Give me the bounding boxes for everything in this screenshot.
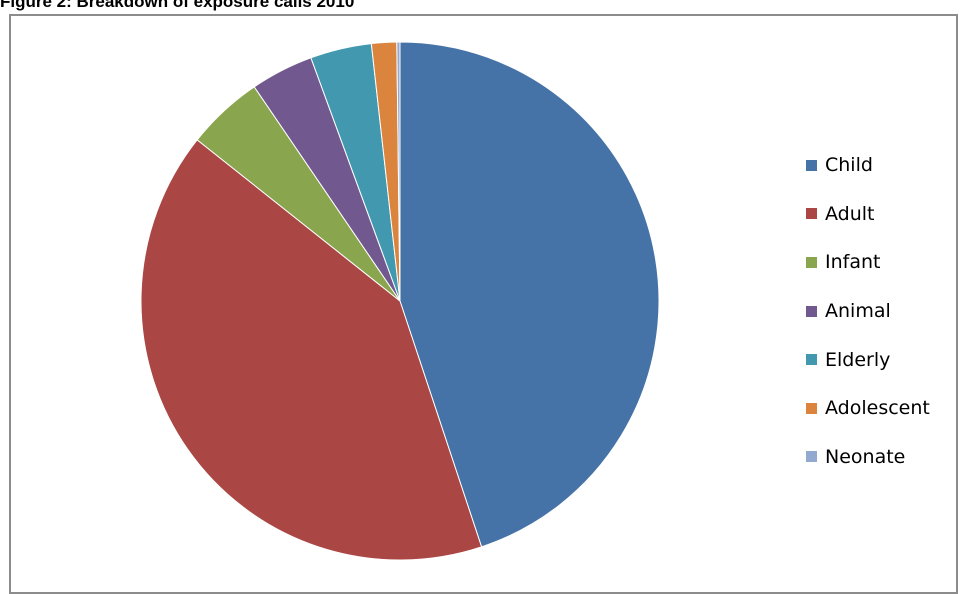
chart-title: Figure 2: Breakdown of exposure calls 20… bbox=[0, 0, 355, 11]
legend-item-child: Child bbox=[806, 141, 930, 190]
legend-item-adolescent: Adolescent bbox=[806, 384, 930, 433]
legend-label-neonate: Neonate bbox=[825, 445, 906, 468]
legend-item-infant: Infant bbox=[806, 238, 930, 287]
pie-chart bbox=[140, 41, 660, 561]
legend-swatch-adolescent bbox=[806, 402, 817, 414]
legend-label-adolescent: Adolescent bbox=[825, 397, 930, 420]
legend-label-child: Child bbox=[825, 154, 873, 177]
chart-legend: Child Adult Infant Animal Elderly Adolescent N… bbox=[806, 141, 930, 481]
legend-swatch-elderly bbox=[806, 354, 817, 366]
legend-swatch-infant bbox=[806, 256, 817, 268]
pie-slice-neonate bbox=[396, 41, 401, 302]
legend-item-adult: Adult bbox=[806, 190, 930, 239]
legend-swatch-child bbox=[806, 159, 817, 171]
legend-item-animal: Animal bbox=[806, 287, 930, 336]
legend-swatch-animal bbox=[806, 305, 817, 317]
legend-label-adult: Adult bbox=[825, 202, 875, 225]
legend-label-elderly: Elderly bbox=[825, 348, 891, 371]
legend-label-infant: Infant bbox=[825, 251, 881, 274]
legend-swatch-adult bbox=[806, 208, 817, 220]
legend-item-neonate: Neonate bbox=[806, 433, 930, 482]
legend-swatch-neonate bbox=[806, 451, 817, 463]
legend-label-animal: Animal bbox=[825, 300, 891, 323]
legend-item-elderly: Elderly bbox=[806, 335, 930, 384]
pie-slice-child bbox=[399, 41, 660, 548]
pie-slice-adult bbox=[140, 139, 483, 561]
